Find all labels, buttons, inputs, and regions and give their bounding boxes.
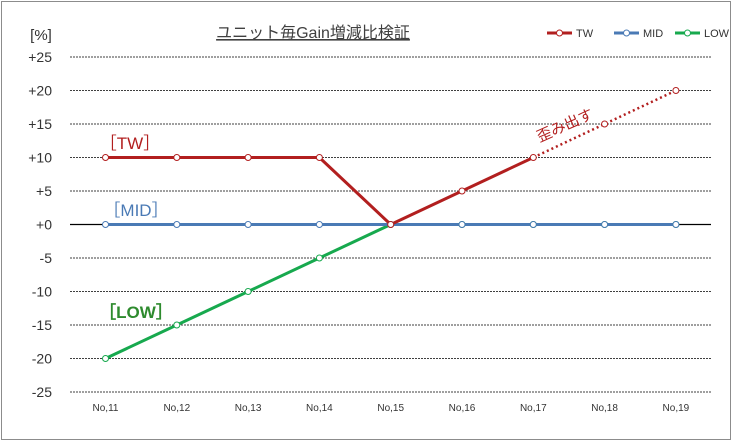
annotation-tw: ［TW］ bbox=[100, 134, 160, 153]
data-point-mid bbox=[173, 221, 181, 228]
legend-label-mid: MID bbox=[643, 28, 663, 40]
data-point-mid bbox=[102, 221, 109, 228]
legend-label-low: LOW bbox=[704, 28, 730, 40]
chart-title: ユニット毎Gain増減比検証 bbox=[216, 24, 410, 42]
y-tick-label: +10 bbox=[28, 150, 52, 166]
annotation-low: ［LOW］ bbox=[99, 302, 173, 322]
data-point-low bbox=[315, 254, 323, 262]
series-line-tw-projection bbox=[532, 89, 677, 159]
data-point-tw bbox=[458, 187, 466, 195]
y-tick-label: +5 bbox=[36, 183, 52, 199]
y-tick-label: +15 bbox=[28, 116, 52, 132]
data-point-low bbox=[244, 288, 252, 295]
y-tick-labels: +25 +20 +15 +10 +5 +0 -5 -10 -15 -20 -25 bbox=[28, 49, 52, 400]
data-point-mid bbox=[244, 221, 252, 228]
legend: TW MID LOW bbox=[547, 28, 730, 40]
data-point-tw bbox=[244, 154, 252, 161]
annotation-mid: ［MID］ bbox=[103, 201, 168, 220]
y-tick-label: -5 bbox=[40, 250, 53, 266]
data-point-tw bbox=[315, 154, 323, 161]
x-tick-label: No,14 bbox=[306, 403, 333, 414]
data-point-low bbox=[173, 321, 181, 329]
data-point-mid bbox=[672, 221, 680, 228]
data-point-tw bbox=[173, 154, 181, 161]
data-point-tw bbox=[672, 87, 680, 94]
y-tick-label: -25 bbox=[32, 384, 52, 400]
data-point-tw bbox=[601, 120, 609, 128]
x-tick-labels: No,11 No,12 No,13 No,14 No,15 No,16 No,17 No,18… bbox=[93, 403, 690, 414]
series-points bbox=[102, 87, 680, 362]
y-axis-unit-label: [%] bbox=[30, 27, 52, 44]
data-point-tw bbox=[529, 154, 537, 161]
data-point-low bbox=[102, 355, 109, 362]
y-tick-label: +25 bbox=[28, 49, 52, 65]
legend-marker-mid bbox=[623, 29, 630, 37]
data-point-mid bbox=[315, 221, 323, 228]
legend-marker-tw bbox=[556, 29, 563, 37]
annotation-distortion: 歪み出す bbox=[534, 106, 596, 146]
data-point-tw bbox=[387, 221, 395, 228]
x-tick-label: No,12 bbox=[163, 403, 190, 414]
x-tick-label: No,17 bbox=[520, 403, 547, 414]
y-tick-label: -20 bbox=[32, 351, 52, 367]
y-tick-label: +20 bbox=[28, 83, 52, 99]
x-tick-label: No,19 bbox=[663, 403, 690, 414]
legend-label-tw: TW bbox=[576, 28, 594, 40]
x-tick-label: No,16 bbox=[449, 403, 476, 414]
data-point-mid bbox=[601, 221, 609, 228]
legend-marker-low bbox=[684, 29, 691, 37]
data-point-tw bbox=[102, 154, 109, 161]
data-point-mid bbox=[458, 221, 466, 228]
y-tick-label: -10 bbox=[32, 284, 52, 300]
x-tick-label: No,13 bbox=[235, 403, 262, 414]
y-tick-label: -15 bbox=[32, 317, 52, 333]
x-tick-label: No,18 bbox=[591, 403, 618, 414]
y-tick-label: +0 bbox=[36, 217, 52, 233]
x-tick-label: No,15 bbox=[377, 403, 404, 414]
data-point-mid bbox=[529, 221, 537, 228]
annotations: ［TW］ ［MID］ ［LOW］ 歪み出す bbox=[99, 106, 596, 322]
x-tick-label: No,11 bbox=[93, 403, 119, 414]
